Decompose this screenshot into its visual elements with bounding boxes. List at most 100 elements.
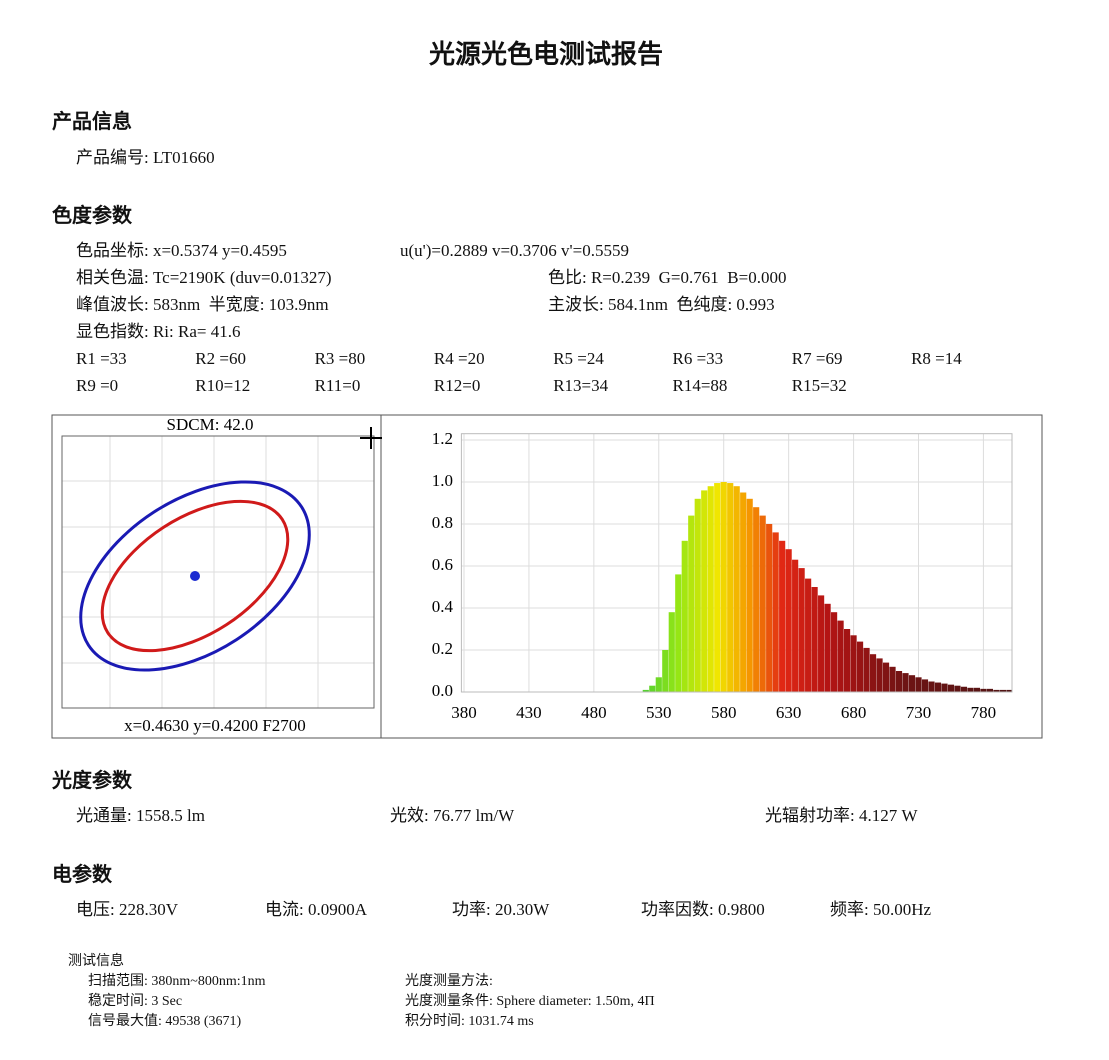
spectrum-bar [746, 498, 753, 692]
spectrum-bar [960, 686, 968, 692]
inner-ellipse [100, 499, 290, 653]
photometric-field: 光效: 76.77 lm/W [390, 806, 515, 825]
ri-cell: R8 =14 [911, 349, 962, 368]
spectrum-bar [993, 689, 1000, 692]
x-tick-label: 580 [711, 703, 737, 722]
spectrum-bar [772, 532, 779, 692]
spectrum-bar [1006, 689, 1013, 692]
spectrum-bar [714, 483, 721, 692]
test-info-field: 光度测量方法: [405, 974, 493, 989]
spectrum-bar [779, 540, 786, 692]
spectrum-bar [753, 507, 760, 692]
spectrum-bar [947, 684, 955, 692]
spectrum-bar [876, 658, 883, 692]
photometric-field: 光通量: 1558.5 lm [76, 806, 205, 825]
spectrum-bar [837, 620, 844, 692]
spectrum-bar [921, 679, 929, 692]
sdcm-label: SDCM: 42.0 [167, 415, 254, 434]
y-tick-label: 1.0 [432, 471, 453, 490]
chroma-field: 峰值波长: 583nm 半宽度: 103.9nm [76, 295, 329, 314]
spectrum-bar [980, 688, 987, 692]
outer-ellipse [79, 480, 311, 672]
x-tick-label: 780 [971, 703, 997, 722]
spectrum-bar [869, 654, 877, 692]
spectrum-bar [720, 482, 727, 692]
spectrum-bar [740, 492, 747, 692]
spectrum-bar [928, 681, 935, 692]
y-tick-label: 0.8 [432, 513, 453, 532]
section-heading: 产品信息 [52, 109, 132, 133]
spectrum-bar [785, 549, 792, 692]
y-tick-label: 0.4 [432, 597, 454, 616]
product-field: 产品编号: LT01660 [76, 148, 215, 167]
x-tick-label: 380 [451, 703, 477, 722]
x-tick-label: 430 [516, 703, 542, 722]
ri-cell: R4 =20 [433, 349, 485, 368]
spectrum-bar [973, 687, 981, 692]
ri-cell: R3 =80 [314, 349, 366, 368]
spectrum-bar [831, 612, 838, 692]
spectrum-bar [882, 662, 890, 692]
test-info-heading: 测试信息 [68, 954, 124, 969]
ri-cell: R15=32 [791, 376, 847, 395]
x-tick-label: 680 [841, 703, 867, 722]
chroma-field: 色品坐标: x=0.5374 y=0.4595 [76, 241, 287, 260]
x-tick-label: 480 [581, 703, 607, 722]
spectrum-bar [655, 677, 662, 692]
y-tick-label: 0.6 [432, 555, 453, 574]
ri-cell: R2 =60 [195, 349, 246, 368]
spectrum-bar [766, 524, 773, 692]
spectrum-bar [727, 483, 734, 692]
chromaticity-point [190, 571, 200, 581]
spectrum-bar [662, 650, 669, 692]
ri-cell: R12=0 [433, 376, 481, 395]
spectrum-bar [668, 612, 675, 692]
spectrum-bar [798, 568, 805, 692]
ri-cell: R7 =69 [791, 349, 843, 368]
spectrum-bar [707, 486, 714, 692]
crosshair [360, 427, 382, 449]
spectrum-bar [863, 647, 870, 692]
spectrum-bar [954, 685, 961, 692]
spectrum-bar [824, 603, 831, 692]
chroma-field: 主波长: 584.1nm 色纯度: 0.993 [548, 295, 775, 314]
electrical-field: 电流: 0.0900A [265, 900, 367, 919]
ri-cell: R1 =33 [76, 349, 127, 368]
y-tick-label: 0.0 [432, 681, 453, 700]
chroma-field: u(u')=0.2889 v=0.3706 v'=0.5559 [400, 241, 629, 260]
spectrum-bar [986, 688, 994, 692]
ri-cell: R10=12 [195, 376, 251, 395]
spectrum-bar [805, 578, 812, 692]
y-tick-label: 1.2 [432, 429, 453, 448]
spectrum-bar [850, 635, 857, 692]
spectrum-bar [681, 540, 688, 692]
x-tick-label: 530 [646, 703, 672, 722]
electrical-field: 频率: 50.00Hz [830, 900, 932, 919]
ri-cell: R11=0 [314, 376, 361, 395]
chroma-field: 色比: R=0.239 G=0.761 B=0.000 [548, 268, 787, 287]
spectrum-bar [759, 515, 766, 692]
spectrum-bar [649, 685, 656, 692]
spectrum-bar [688, 515, 695, 692]
spectrum-bar [701, 490, 708, 692]
test-info-field: 光度测量条件: Sphere diameter: 1.50m, 4Π [405, 994, 655, 1009]
report-title: 光源光色电测试报告 [428, 40, 663, 70]
ri-cell: R14=88 [672, 376, 728, 395]
sdcm-plot-frame [61, 435, 375, 709]
ri-cell: R6 =33 [672, 349, 724, 368]
sdcm-caption: x=0.4630 y=0.4200 F2700 [124, 716, 306, 735]
spectrum-bar [915, 677, 922, 692]
electrical-field: 功率因数: 0.9800 [641, 900, 765, 919]
spectrum-bar [895, 671, 903, 692]
test-info-field: 信号最大值: 49538 (3671) [88, 1014, 242, 1029]
spectrum-bar [889, 666, 896, 692]
chart-frame [51, 414, 1043, 739]
ri-cell: R13=34 [553, 376, 609, 395]
spectrum-bar [818, 595, 825, 692]
spectrum-bar [642, 689, 649, 692]
spectrum-bar [694, 498, 701, 692]
test-info-field: 稳定时间: 3 Sec [88, 994, 183, 1009]
spectrum-bar [908, 675, 916, 692]
